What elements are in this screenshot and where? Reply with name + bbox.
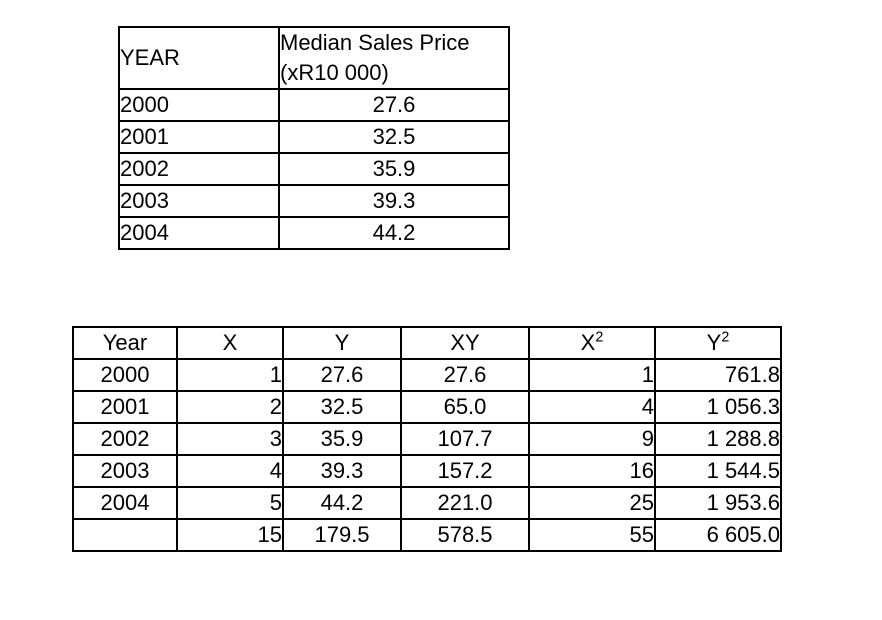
cell-price: 39.3 (279, 185, 509, 217)
cell-y2-total: 6 605.0 (655, 519, 781, 551)
cell-year: 2002 (73, 423, 177, 455)
sales-price-table: YEAR Median Sales Price (xR10 000) 2000 … (118, 26, 510, 250)
cell-year: 2000 (73, 359, 177, 391)
col-header-x-squared: X2 (529, 327, 655, 359)
cell-year: 2002 (119, 153, 279, 185)
cell-y2: 1 544.5 (655, 455, 781, 487)
cell-y2: 1 056.3 (655, 391, 781, 423)
cell-y2: 761.8 (655, 359, 781, 391)
cell-xy: 27.6 (401, 359, 529, 391)
x-squared-base: X (581, 330, 596, 355)
cell-x2: 4 (529, 391, 655, 423)
table-row: 2002 3 35.9 107.7 9 1 288.8 (73, 423, 781, 455)
x-squared-exp: 2 (595, 330, 603, 346)
col-header-year: Year (73, 327, 177, 359)
table-row: 2000 1 27.6 27.6 1 761.8 (73, 359, 781, 391)
col-header-median-price: Median Sales Price (xR10 000) (279, 27, 509, 89)
col-header-y-squared: Y2 (655, 327, 781, 359)
cell-y: 35.9 (283, 423, 401, 455)
cell-year: 2001 (119, 121, 279, 153)
cell-year: 2003 (119, 185, 279, 217)
cell-xy: 107.7 (401, 423, 529, 455)
cell-x-total: 15 (177, 519, 283, 551)
median-price-label-line2: (xR10 000) (280, 58, 508, 88)
cell-x2: 25 (529, 487, 655, 519)
table-row: 2001 2 32.5 65.0 4 1 056.3 (73, 391, 781, 423)
cell-x: 1 (177, 359, 283, 391)
cell-year: 2000 (119, 89, 279, 121)
cell-price: 44.2 (279, 217, 509, 249)
cell-xy: 157.2 (401, 455, 529, 487)
cell-year: 2004 (119, 217, 279, 249)
cell-y: 39.3 (283, 455, 401, 487)
table-row: 2001 32.5 (119, 121, 509, 153)
cell-x2: 16 (529, 455, 655, 487)
cell-y: 27.6 (283, 359, 401, 391)
cell-x: 4 (177, 455, 283, 487)
y-squared-base: Y (707, 330, 722, 355)
cell-xy: 65.0 (401, 391, 529, 423)
table-row: 2002 35.9 (119, 153, 509, 185)
cell-x2: 1 (529, 359, 655, 391)
median-price-label-line1: Median Sales Price (280, 28, 508, 58)
cell-price: 27.6 (279, 89, 509, 121)
cell-y: 44.2 (283, 487, 401, 519)
y-squared-exp: 2 (721, 330, 729, 346)
table-row: 2004 5 44.2 221.0 25 1 953.6 (73, 487, 781, 519)
col-header-xy: XY (401, 327, 529, 359)
cell-xy: 221.0 (401, 487, 529, 519)
cell-year: 2004 (73, 487, 177, 519)
cell-y-total: 179.5 (283, 519, 401, 551)
col-header-x: X (177, 327, 283, 359)
cell-x: 5 (177, 487, 283, 519)
cell-xy-total: 578.5 (401, 519, 529, 551)
cell-y2: 1 953.6 (655, 487, 781, 519)
cell-y: 32.5 (283, 391, 401, 423)
cell-year: 2003 (73, 455, 177, 487)
col-header-year: YEAR (119, 27, 279, 89)
cell-year-total (73, 519, 177, 551)
col-header-y: Y (283, 327, 401, 359)
table-row: 2003 39.3 (119, 185, 509, 217)
regression-table: Year X Y XY X2 Y2 2000 1 27.6 27.6 1 761… (72, 326, 782, 552)
cell-y2: 1 288.8 (655, 423, 781, 455)
cell-price: 35.9 (279, 153, 509, 185)
cell-x: 2 (177, 391, 283, 423)
table-row: 2004 44.2 (119, 217, 509, 249)
cell-price: 32.5 (279, 121, 509, 153)
table-row: 2003 4 39.3 157.2 16 1 544.5 (73, 455, 781, 487)
cell-x2-total: 55 (529, 519, 655, 551)
cell-x2: 9 (529, 423, 655, 455)
table-row: 2000 27.6 (119, 89, 509, 121)
cell-year: 2001 (73, 391, 177, 423)
cell-x: 3 (177, 423, 283, 455)
table-totals-row: 15 179.5 578.5 55 6 605.0 (73, 519, 781, 551)
